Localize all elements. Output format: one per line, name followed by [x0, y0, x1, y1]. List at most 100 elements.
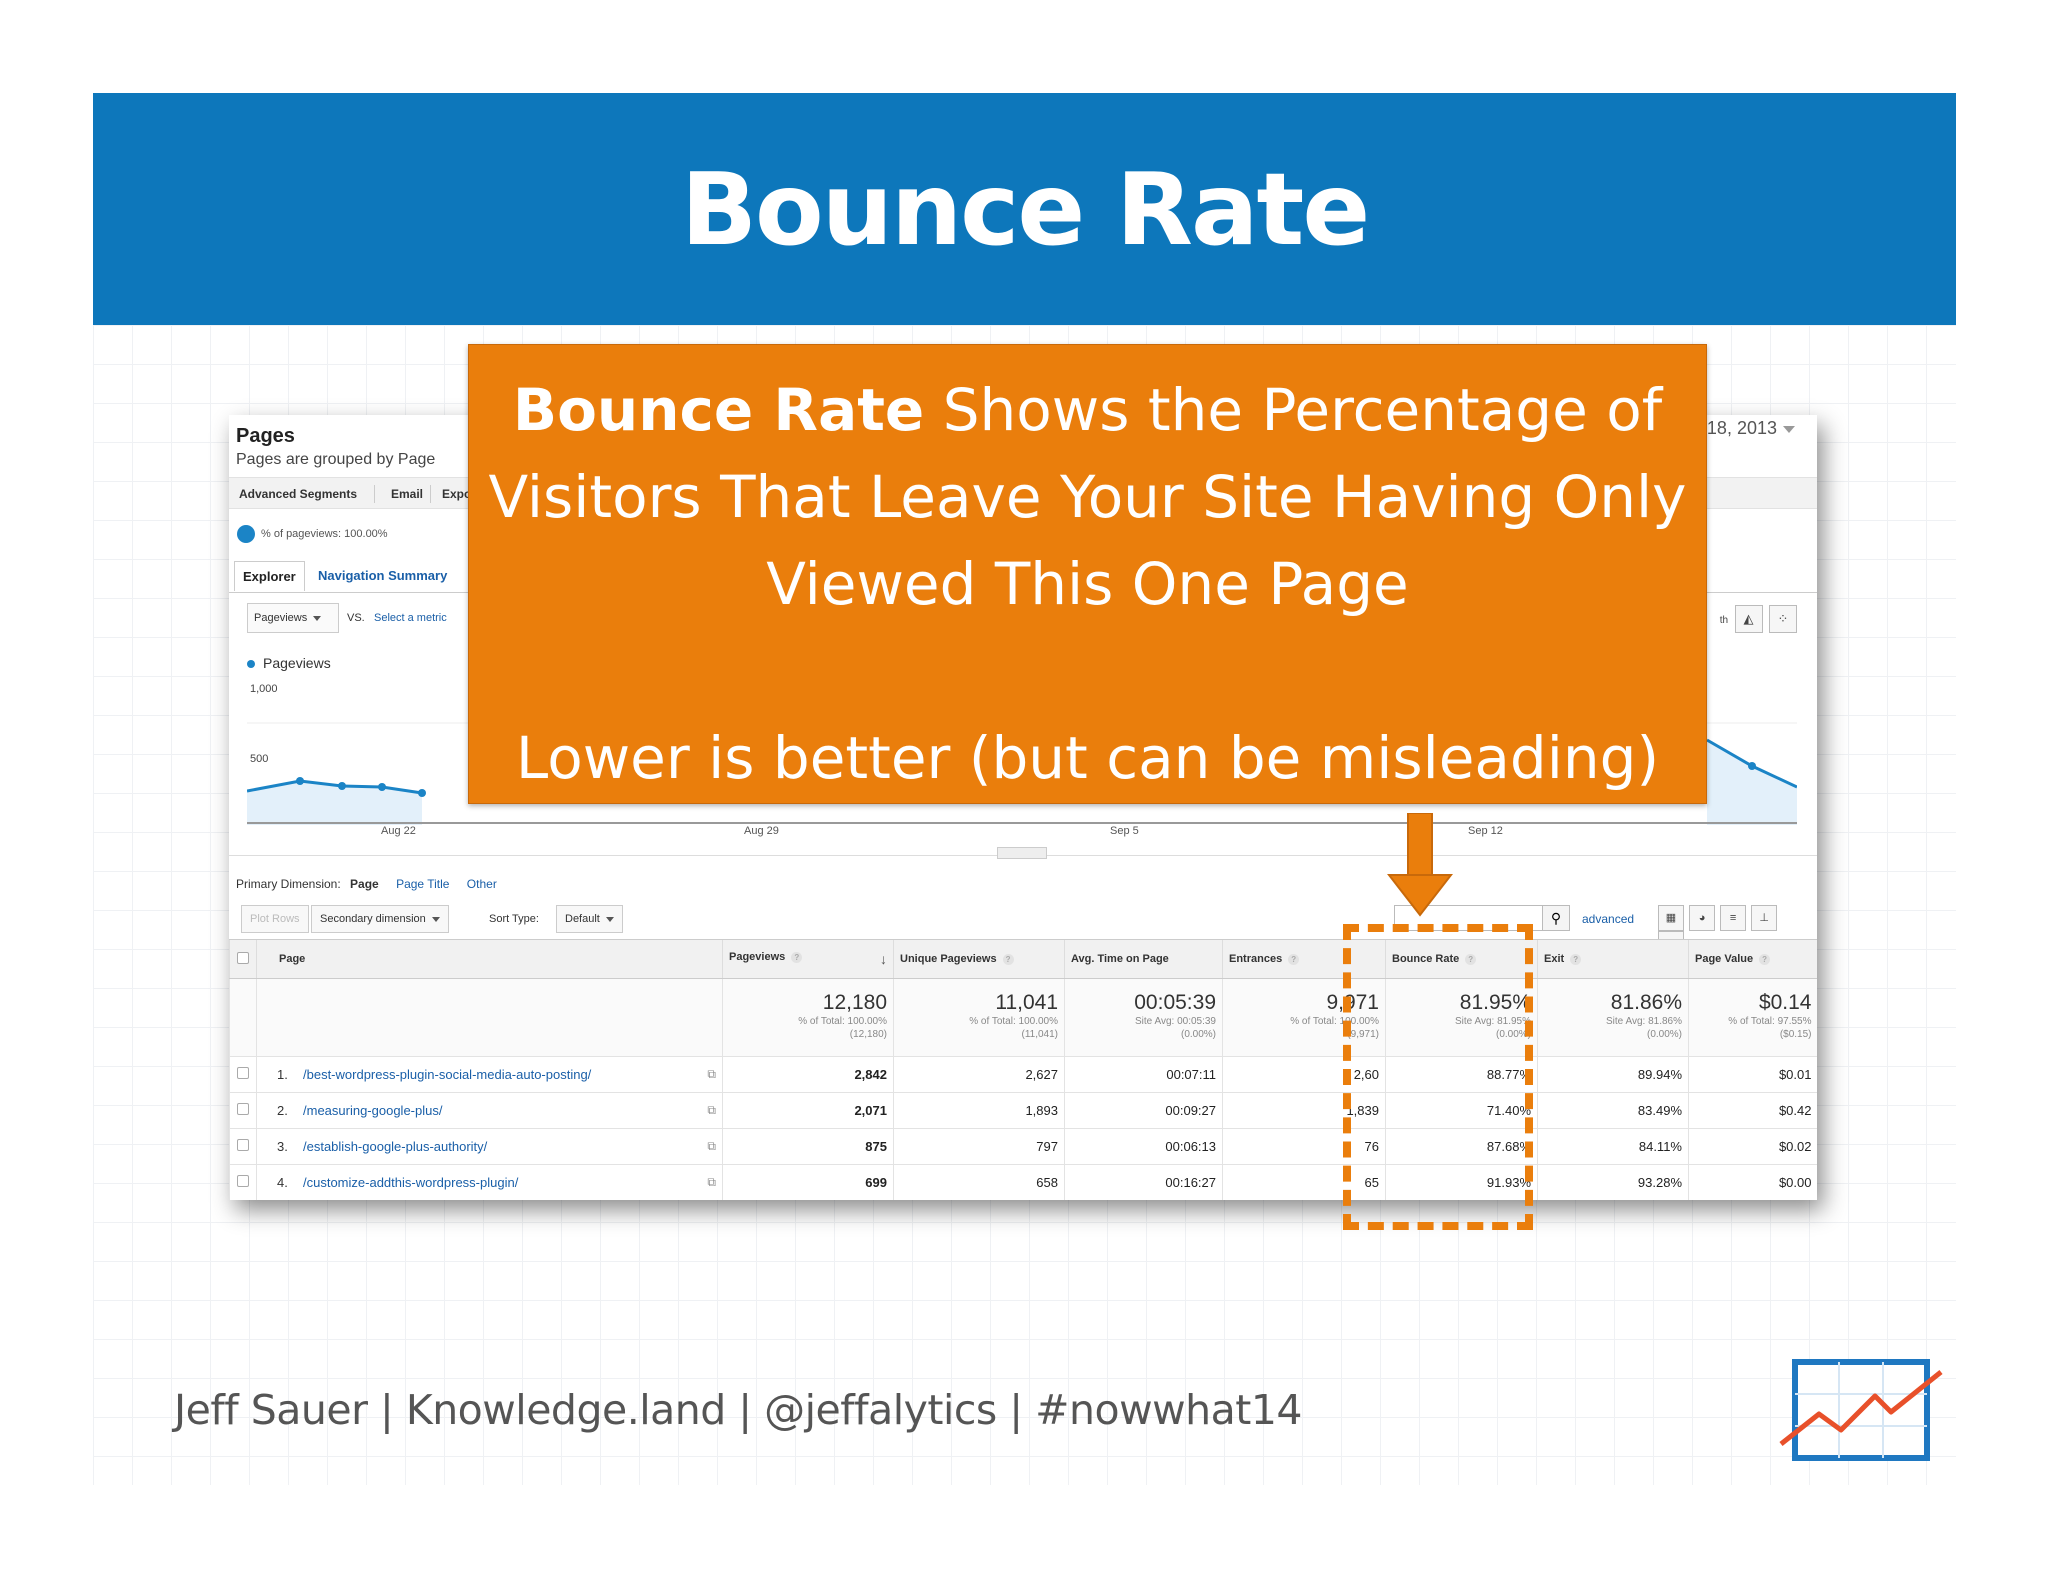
line-chart-icon[interactable]: ◭ — [1734, 605, 1763, 633]
performance-view-icon[interactable]: ≡ — [1720, 905, 1747, 931]
callout-term: Bounce Rate — [512, 376, 925, 444]
select-all-cell — [229, 939, 257, 979]
external-link-icon[interactable]: ⧉ — [707, 1067, 716, 1081]
bounce-rate-cell: 87.68% — [1385, 1128, 1538, 1165]
external-link-icon[interactable]: ⧉ — [707, 1139, 716, 1153]
comparison-view-icon[interactable]: ⊥ — [1751, 905, 1778, 931]
total-cell: $0.14 % of Total: 97.55% ($0.15) — [1688, 978, 1817, 1057]
table-row: 3. /establish-google-plus-authority/ ⧉ 875… — [229, 1128, 1817, 1165]
page-cell: 2. /measuring-google-plus/ ⧉ — [256, 1092, 723, 1129]
row-number: 1. — [277, 1067, 288, 1082]
col-exit[interactable]: Exit? — [1537, 939, 1689, 979]
table-view-icon[interactable]: ▦ — [1658, 905, 1684, 931]
export-button[interactable]: Expo — [442, 487, 472, 501]
help-icon[interactable]: ? — [1288, 954, 1300, 965]
row-select-cell — [229, 1092, 257, 1129]
total-note: % of Total: 100.00% — [798, 1016, 887, 1027]
date-range[interactable]: 18, 2013 — [1706, 418, 1777, 438]
page-link[interactable]: /establish-google-plus-authority/ — [303, 1139, 488, 1154]
row-checkbox[interactable] — [237, 1175, 249, 1187]
callout-definition: Bounce Rate Shows the Percentage of Visi… — [469, 367, 1706, 628]
advanced-filter-link[interactable]: advanced — [1582, 912, 1635, 926]
sort-type-select[interactable]: Default — [556, 905, 623, 933]
help-icon[interactable]: ? — [1002, 954, 1014, 965]
external-link-icon[interactable]: ⧉ — [707, 1175, 716, 1189]
email-button[interactable]: Email — [391, 487, 424, 501]
advanced-segments-button[interactable]: Advanced Segments — [239, 487, 358, 501]
secondary-dimension-label: Secondary dimension — [320, 913, 426, 925]
row-checkbox[interactable] — [237, 1103, 249, 1115]
unique-pageviews-cell: 1,893 — [893, 1092, 1065, 1129]
pageviews-cell: 699 — [722, 1164, 894, 1200]
total-note: % of Total: 100.00% — [969, 1016, 1058, 1027]
avg-time-cell: 00:07:11 — [1064, 1056, 1223, 1093]
col-bounce-rate[interactable]: Bounce Rate? — [1385, 939, 1538, 979]
tab-navigation-summary[interactable]: Navigation Summary — [318, 568, 448, 583]
col-page[interactable]: Page — [256, 939, 723, 979]
totals-empty-cell — [229, 978, 257, 1057]
row-checkbox[interactable] — [237, 1067, 249, 1079]
row-checkbox[interactable] — [237, 1139, 249, 1151]
total-value: $0.14 — [1758, 991, 1812, 1014]
series-dot-icon — [247, 660, 255, 669]
col-unique-pageviews-label: Unique Pageviews — [900, 953, 997, 965]
x-tick-label: Sep 12 — [1468, 825, 1503, 837]
total-cell: 81.86% Site Avg: 81.86% (0.00%) — [1537, 978, 1689, 1057]
col-page-value-label: Page Value — [1695, 953, 1754, 965]
pageviews-cell: 2,842 — [722, 1056, 894, 1093]
chart-legend: Pageviews — [247, 655, 331, 671]
bounce-rate-cell: 88.77% — [1385, 1056, 1538, 1093]
select-metric-link[interactable]: Select a metric — [374, 612, 447, 624]
segment-pie-icon — [237, 525, 255, 543]
divider — [430, 485, 431, 503]
metric-select[interactable]: Pageviews — [247, 603, 339, 633]
pie-view-icon[interactable]: ◕ — [1689, 905, 1716, 931]
avg-time-cell: 00:09:27 — [1064, 1092, 1223, 1129]
motion-chart-icon[interactable]: ⁘ — [1769, 605, 1797, 633]
col-entrances[interactable]: Entrances? — [1222, 939, 1386, 979]
tab-explorer[interactable]: Explorer — [234, 561, 305, 591]
dimension-other[interactable]: Other — [466, 877, 497, 891]
page-link[interactable]: /best-wordpress-plugin-social-media-auto… — [303, 1067, 592, 1082]
pages-table: Page Pageviews? ↓ Unique Pageviews? Avg. … — [229, 939, 1817, 1200]
help-icon[interactable]: ? — [791, 952, 803, 963]
timescale-partial-label[interactable]: th — [1719, 615, 1729, 626]
pct-pageviews: % of pageviews: 100.00% — [261, 527, 388, 540]
date-dropdown-icon[interactable] — [1783, 426, 1795, 433]
report-subtitle: Pages are grouped by Page — [236, 451, 436, 468]
col-unique-pageviews[interactable]: Unique Pageviews? — [893, 939, 1065, 979]
pageviews-cell: 875 — [722, 1128, 894, 1165]
table-row: 2. /measuring-google-plus/ ⧉ 2,071 1,893 0… — [229, 1092, 1817, 1129]
chart-view-controls: th ◭ ⁘ — [1718, 605, 1797, 636]
help-icon[interactable]: ? — [1759, 954, 1771, 965]
page-value-cell: $0.00 — [1688, 1164, 1817, 1200]
col-pageviews[interactable]: Pageviews? ↓ — [722, 939, 894, 979]
help-icon[interactable]: ? — [1465, 954, 1477, 965]
plot-rows-button[interactable]: Plot Rows — [241, 905, 309, 933]
y-tick-label: 500 — [250, 753, 269, 765]
table-header-row: Page Pageviews? ↓ Unique Pageviews? Avg. … — [229, 939, 1817, 979]
total-value: 00:05:39 — [1134, 991, 1216, 1014]
entrances-cell: 65 — [1222, 1164, 1386, 1200]
search-icon[interactable]: ⚲ — [1542, 905, 1570, 931]
dimension-page-title[interactable]: Page Title — [396, 877, 450, 891]
external-link-icon[interactable]: ⧉ — [707, 1103, 716, 1117]
help-icon[interactable]: ? — [1570, 954, 1582, 965]
collapse-chart-handle[interactable] — [997, 847, 1047, 859]
exit-cell: 93.28% — [1537, 1164, 1689, 1200]
page-link[interactable]: /customize-addthis-wordpress-plugin/ — [303, 1175, 519, 1190]
totals-empty-cell — [256, 978, 723, 1057]
secondary-dimension-select[interactable]: Secondary dimension — [311, 905, 449, 933]
row-number: 2. — [277, 1103, 288, 1118]
entrances-cell: 76 — [1222, 1128, 1386, 1165]
total-cell: 9,971 % of Total: 100.00% (9,971) — [1222, 978, 1386, 1057]
dimension-page[interactable]: Page — [350, 877, 379, 891]
table-row: 4./customize-addthis-wordpress-plugin/⧉ … — [229, 1164, 1817, 1200]
col-avg-time[interactable]: Avg. Time on Page — [1064, 939, 1223, 979]
chevron-down-icon — [605, 916, 614, 922]
sort-desc-icon[interactable]: ↓ — [880, 951, 887, 967]
row-select-cell — [229, 1128, 257, 1165]
select-all-checkbox[interactable] — [237, 951, 249, 964]
col-page-value[interactable]: Page Value? — [1688, 939, 1817, 979]
page-link[interactable]: /measuring-google-plus/ — [303, 1103, 443, 1118]
